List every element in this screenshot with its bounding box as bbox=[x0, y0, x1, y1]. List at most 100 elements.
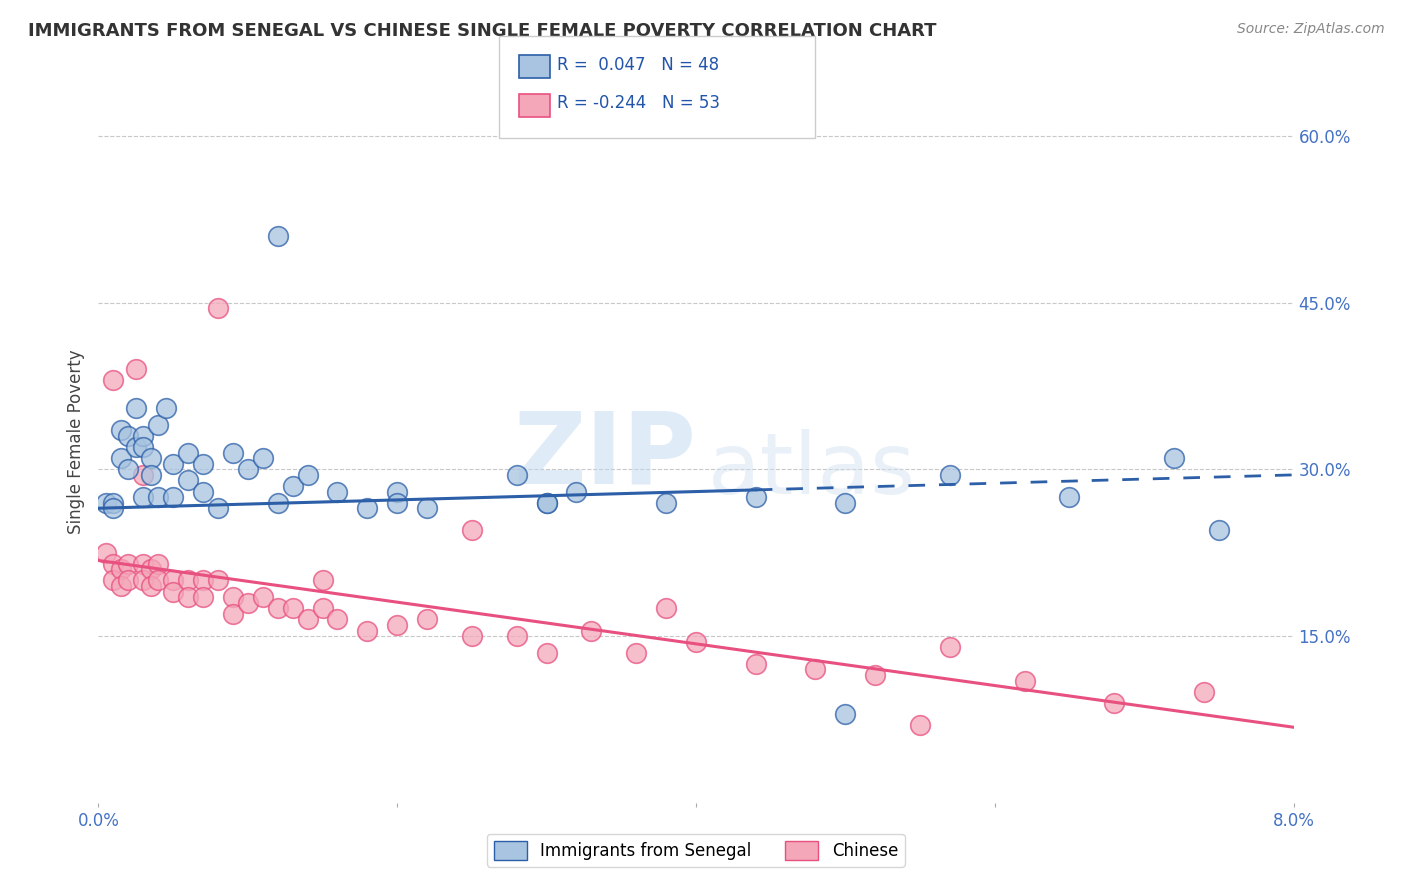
Point bbox=[139, 562, 162, 576]
Point bbox=[132, 429, 155, 443]
Point bbox=[117, 462, 139, 476]
Point bbox=[685, 634, 707, 648]
Point bbox=[326, 484, 349, 499]
Point bbox=[461, 629, 484, 643]
Point bbox=[132, 440, 155, 454]
Y-axis label: Single Female Poverty: Single Female Poverty bbox=[66, 350, 84, 533]
Point bbox=[207, 501, 229, 516]
Text: R =  0.047   N = 48: R = 0.047 N = 48 bbox=[557, 56, 718, 74]
Point bbox=[865, 668, 887, 682]
Point bbox=[132, 557, 155, 571]
Point bbox=[148, 574, 170, 588]
Point bbox=[125, 362, 148, 376]
Point bbox=[236, 596, 259, 610]
Point bbox=[103, 496, 125, 510]
Point bbox=[139, 467, 162, 482]
Point bbox=[267, 496, 290, 510]
Point bbox=[162, 574, 184, 588]
Point bbox=[110, 424, 132, 438]
Legend: Immigrants from Senegal, Chinese: Immigrants from Senegal, Chinese bbox=[486, 834, 905, 867]
Point bbox=[103, 574, 125, 588]
Point bbox=[536, 496, 558, 510]
Point bbox=[110, 562, 132, 576]
Point bbox=[655, 601, 678, 615]
Point bbox=[385, 618, 409, 632]
Point bbox=[908, 718, 931, 732]
Point bbox=[191, 484, 214, 499]
Point bbox=[1059, 490, 1081, 504]
Point bbox=[252, 590, 274, 604]
Point bbox=[565, 484, 588, 499]
Point bbox=[155, 401, 177, 416]
Point bbox=[191, 574, 214, 588]
Point bbox=[207, 301, 229, 315]
Point bbox=[125, 401, 148, 416]
Point bbox=[385, 484, 409, 499]
Point bbox=[191, 590, 214, 604]
Point bbox=[162, 584, 184, 599]
Text: atlas: atlas bbox=[709, 429, 915, 512]
Point bbox=[416, 501, 439, 516]
Point bbox=[416, 612, 439, 626]
Point bbox=[103, 557, 125, 571]
Point bbox=[1208, 524, 1230, 538]
Point bbox=[939, 640, 962, 655]
Point bbox=[356, 624, 378, 638]
Point bbox=[148, 417, 170, 432]
Point bbox=[385, 496, 409, 510]
Point bbox=[177, 574, 200, 588]
Point bbox=[267, 228, 290, 243]
Point bbox=[191, 457, 214, 471]
Point bbox=[94, 496, 117, 510]
Point bbox=[581, 624, 603, 638]
Point bbox=[536, 496, 558, 510]
Point bbox=[297, 467, 319, 482]
Point bbox=[536, 646, 558, 660]
Point bbox=[834, 496, 856, 510]
Point bbox=[162, 490, 184, 504]
Point bbox=[834, 706, 856, 721]
Point bbox=[281, 601, 304, 615]
Point bbox=[177, 590, 200, 604]
Point bbox=[311, 574, 333, 588]
Point bbox=[236, 462, 259, 476]
Point bbox=[506, 467, 529, 482]
Point bbox=[281, 479, 304, 493]
Point bbox=[125, 440, 148, 454]
Point bbox=[207, 574, 229, 588]
Point bbox=[139, 579, 162, 593]
Point bbox=[745, 657, 768, 671]
Point bbox=[132, 467, 155, 482]
Point bbox=[1014, 673, 1036, 688]
Point bbox=[132, 574, 155, 588]
Point bbox=[177, 474, 200, 488]
Point bbox=[326, 612, 349, 626]
Point bbox=[117, 429, 139, 443]
Point bbox=[139, 451, 162, 466]
Point bbox=[103, 501, 125, 516]
Text: Source: ZipAtlas.com: Source: ZipAtlas.com bbox=[1237, 22, 1385, 37]
Point bbox=[1104, 696, 1126, 710]
Point bbox=[94, 546, 117, 560]
Point bbox=[222, 607, 245, 621]
Point bbox=[222, 445, 245, 459]
Text: IMMIGRANTS FROM SENEGAL VS CHINESE SINGLE FEMALE POVERTY CORRELATION CHART: IMMIGRANTS FROM SENEGAL VS CHINESE SINGL… bbox=[28, 22, 936, 40]
Point bbox=[162, 457, 184, 471]
Point bbox=[110, 579, 132, 593]
Point bbox=[117, 574, 139, 588]
Point bbox=[311, 601, 333, 615]
Point bbox=[267, 601, 290, 615]
Point bbox=[626, 646, 648, 660]
Point bbox=[745, 490, 768, 504]
Point bbox=[461, 524, 484, 538]
Point bbox=[1192, 684, 1215, 698]
Point bbox=[148, 557, 170, 571]
Point bbox=[110, 451, 132, 466]
Point bbox=[177, 445, 200, 459]
Text: R = -0.244   N = 53: R = -0.244 N = 53 bbox=[557, 94, 720, 112]
Point bbox=[356, 501, 378, 516]
Point bbox=[117, 557, 139, 571]
Point bbox=[1163, 451, 1185, 466]
Point bbox=[655, 496, 678, 510]
Text: ZIP: ZIP bbox=[513, 408, 696, 505]
